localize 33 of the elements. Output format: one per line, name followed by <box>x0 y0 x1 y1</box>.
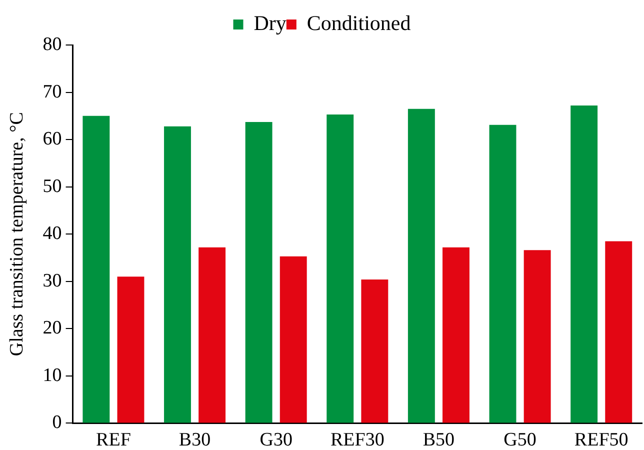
y-tick-label: 60 <box>42 128 62 150</box>
y-tick-label: 30 <box>42 270 62 292</box>
legend-label: Dry <box>254 11 287 36</box>
x-tick-label: REF50 <box>574 430 628 450</box>
bar <box>605 241 632 423</box>
bar <box>408 108 435 423</box>
y-tick-label: 40 <box>42 223 62 244</box>
x-tick-label: REF <box>96 430 131 450</box>
bar <box>489 124 516 423</box>
y-tick-label: 10 <box>42 364 62 386</box>
bar <box>245 122 272 423</box>
y-tick-label: 70 <box>42 81 62 102</box>
y-tick-label: 0 <box>52 412 62 434</box>
x-tick-label: G30 <box>260 430 292 450</box>
bar <box>524 250 551 423</box>
bar <box>442 247 470 423</box>
y-tick-label: 20 <box>42 318 62 339</box>
bar <box>570 106 598 423</box>
bar <box>117 276 144 423</box>
x-tick-label: B50 <box>422 430 455 450</box>
y-tick-label: 50 <box>42 176 62 197</box>
y-axis-title: Glass transition temperature, °C <box>6 112 28 356</box>
bar <box>198 247 226 423</box>
bar <box>164 126 191 423</box>
x-tick-label: REF30 <box>330 430 384 450</box>
bar <box>280 256 307 423</box>
x-tick-label: G50 <box>504 430 536 450</box>
bar <box>326 114 354 423</box>
y-tick-label: 80 <box>42 34 62 55</box>
x-tick-label: B30 <box>178 430 211 450</box>
legend-label: Conditioned <box>306 11 412 36</box>
bar <box>82 116 110 423</box>
bar <box>361 279 388 423</box>
